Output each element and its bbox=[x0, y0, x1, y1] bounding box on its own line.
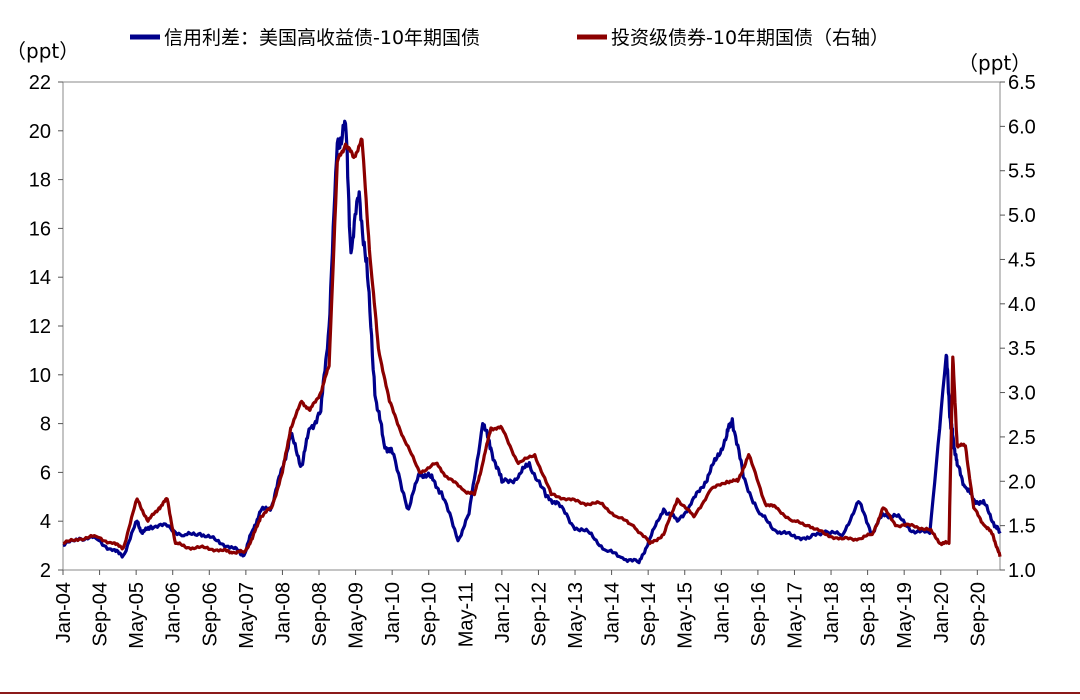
x-axis-tick-label: Sep-10 bbox=[419, 582, 441, 647]
x-axis-tick-label: May-15 bbox=[675, 582, 697, 649]
legend-label-high-yield: 信用利差：美国高收益债-10年期国债 bbox=[164, 27, 480, 49]
x-axis-tick-label: May-05 bbox=[126, 582, 148, 649]
right-axis-tick-label: 3.5 bbox=[1008, 338, 1036, 360]
x-axis-tick-label: Jan-20 bbox=[931, 582, 953, 643]
series-line-high-yield bbox=[62, 119, 1002, 565]
x-axis-tick-label: May-07 bbox=[236, 582, 258, 649]
legend: 信用利差：美国高收益债-10年期国债 投资级债券-10年期国债（右轴） bbox=[130, 27, 889, 49]
x-axis-tick-label: May-13 bbox=[565, 582, 587, 649]
series-line-investment-grade bbox=[62, 137, 1002, 557]
left-axis-tick-label: 18 bbox=[29, 170, 51, 192]
x-axis-tick-label: Sep-20 bbox=[967, 582, 989, 647]
x-axis-tick-label: Sep-08 bbox=[309, 582, 331, 647]
x-axis-tick-label: Jan-16 bbox=[711, 582, 733, 643]
left-axis-tick-label: 2 bbox=[40, 560, 51, 582]
x-axis-tick-label: Jan-14 bbox=[602, 582, 624, 643]
right-axis-tick-label: 1.0 bbox=[1008, 560, 1036, 582]
x-axis-tick-label: May-09 bbox=[346, 582, 368, 649]
x-axis-tick-label: Sep-14 bbox=[638, 582, 660, 647]
left-axis-tick-label: 16 bbox=[29, 218, 51, 240]
legend-label-investment-grade: 投资级债券-10年期国债（右轴） bbox=[611, 27, 889, 49]
left-axis-tick-label: 22 bbox=[29, 72, 51, 94]
x-axis-tick-label: Sep-04 bbox=[90, 582, 112, 647]
right-axis-tick-label: 6.5 bbox=[1008, 72, 1036, 94]
x-axis-tick-label: Jan-04 bbox=[53, 582, 75, 643]
left-axis-tick-label: 14 bbox=[29, 267, 51, 289]
x-axis-tick-label: May-19 bbox=[894, 582, 916, 649]
x-axis-tick-label: Sep-18 bbox=[858, 582, 880, 647]
x-axis-tick-label: Jan-18 bbox=[821, 582, 843, 643]
right-axis-tick-label: 5.5 bbox=[1008, 161, 1036, 183]
left-axis-tick-label: 8 bbox=[40, 414, 51, 436]
x-axis-tick-label: May-17 bbox=[784, 582, 806, 649]
right-axis-tick-label: 2.0 bbox=[1008, 471, 1036, 493]
right-axis-tick-label: 6.0 bbox=[1008, 116, 1036, 138]
bottom-rule bbox=[0, 692, 1080, 694]
x-axis-tick-label: Jan-08 bbox=[272, 582, 294, 643]
right-axis-unit: （ppt） bbox=[958, 51, 1031, 75]
left-axis-tick-label: 6 bbox=[40, 462, 51, 484]
x-axis-tick-label: Sep-06 bbox=[199, 582, 221, 647]
left-axis-tick-label: 4 bbox=[40, 511, 51, 533]
right-axis-tick-label: 2.5 bbox=[1008, 427, 1036, 449]
plot-frame bbox=[62, 81, 1001, 571]
left-axis-tick-label: 20 bbox=[29, 121, 51, 143]
x-axis-tick-label: Jan-06 bbox=[163, 582, 185, 643]
right-axis-tick-label: 4.0 bbox=[1008, 294, 1036, 316]
x-axis-tick-label: Sep-12 bbox=[528, 582, 550, 647]
plot-area: 22 20 18 16 14 12 10 8 6 4 2 6.5 6.0 5.5 5.0 4.5 4.0 3.5 3… bbox=[29, 72, 1036, 649]
x-axis-tick-label: Jan-10 bbox=[382, 582, 404, 643]
left-axis-tick-label: 12 bbox=[29, 316, 51, 338]
x-axis-tick-label: May-11 bbox=[455, 582, 477, 647]
right-axis-tick-label: 5.0 bbox=[1008, 205, 1036, 227]
left-axis-tick-label: 10 bbox=[29, 365, 51, 387]
right-axis-tick-label: 4.5 bbox=[1008, 249, 1036, 271]
right-axis-tick-label: 3.0 bbox=[1008, 383, 1036, 405]
x-axis-tick-label: Jan-12 bbox=[492, 582, 514, 643]
right-axis-tick-label: 1.5 bbox=[1008, 516, 1036, 538]
left-axis-unit: （ppt） bbox=[6, 39, 79, 63]
x-axis-tick-label: Sep-16 bbox=[748, 582, 770, 647]
